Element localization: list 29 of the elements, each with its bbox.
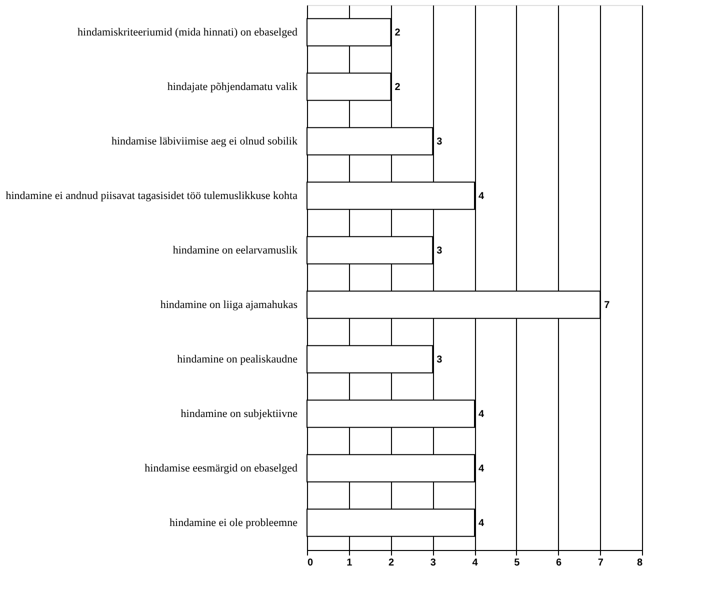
- data-label: 3: [436, 354, 443, 366]
- x-tick-label: 4: [472, 558, 478, 568]
- y-tick-label: hindamine on subjektiivne: [180, 408, 298, 420]
- y-tick-label: hindamine ei ole probleemne: [170, 516, 298, 529]
- data-label: 4: [478, 463, 484, 474]
- data-label: 2: [394, 82, 401, 93]
- data-label: 7: [604, 300, 610, 311]
- y-tick-label: hindamine on liiga ajamahukas: [160, 298, 298, 311]
- data-label: 4: [478, 190, 484, 202]
- x-tick-label: 8: [636, 558, 643, 568]
- data-label: 4: [478, 518, 484, 529]
- x-tick-label: 2: [388, 558, 394, 568]
- data-label: 4: [478, 408, 484, 420]
- x-tick-label: 6: [556, 558, 562, 568]
- x-tick-label: 3: [430, 558, 436, 568]
- y-tick-label: hindamise läbiviimise aeg ei olnud sobilik: [111, 135, 298, 148]
- y-tick-label: hindamine on eelarvamuslik: [172, 244, 298, 256]
- y-tick-label: hindamine on pealiskaudne: [177, 353, 298, 366]
- x-tick-label: 1: [346, 558, 353, 568]
- x-tick-label: 7: [598, 558, 604, 568]
- data-label: 3: [436, 136, 443, 148]
- y-tick-label: hindamise eesmärgid on ebaselged: [144, 462, 298, 474]
- x-tick-label: 5: [514, 558, 520, 568]
- data-label: 3: [436, 245, 443, 256]
- x-tick-label: 0: [308, 558, 314, 568]
- data-label: 2: [394, 27, 401, 38]
- y-tick-label: hindamiskriteeriumid (mida hinnati) on ebaselged: [78, 26, 298, 38]
- y-tick-label: hindajate põhjendamatu valik: [167, 80, 298, 93]
- y-tick-label: hindamine ei andnud piisavat tagasisidet töö tulemuslikkuse kohta: [6, 190, 298, 202]
